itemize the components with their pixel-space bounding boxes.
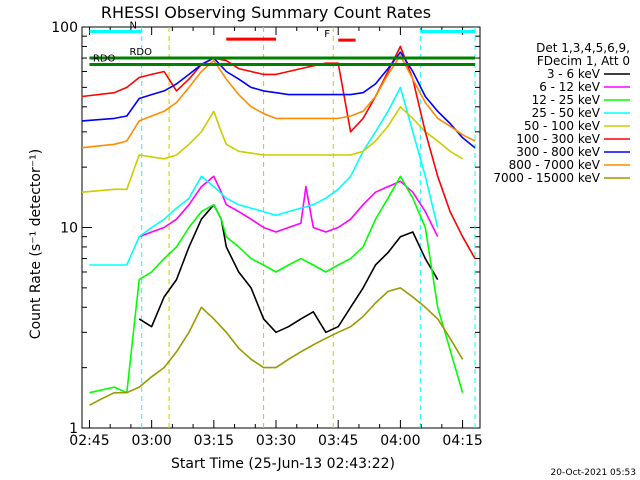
series-line <box>81 51 476 149</box>
legend-header: Det 1,3,4,5,6,9, <box>536 41 630 55</box>
legend-entry-label: 7000 - 15000 keV <box>493 171 600 185</box>
x-tick-label: 03:45 <box>318 433 358 449</box>
legend-entry-label: 6 - 12 keV <box>539 80 601 94</box>
y-tick-label: 100 <box>51 20 78 36</box>
legend-header: FDecim 1, Att 0 <box>537 54 630 68</box>
x-tick-label: 03:15 <box>194 433 234 449</box>
x-tick-label: 03:30 <box>256 433 296 449</box>
x-tick-label: 04:00 <box>380 433 420 449</box>
chart-title: RHESSI Observing Summary Count Rates <box>101 3 431 22</box>
series-line <box>89 175 464 394</box>
y-tick-label: 10 <box>60 221 78 237</box>
legend-entry-label: 50 - 100 keV <box>524 119 601 133</box>
legend-entry-label: 3 - 6 keV <box>547 67 601 81</box>
legend-entry-label: 100 - 300 keV <box>516 132 600 146</box>
series-layer <box>81 45 476 406</box>
series-line <box>89 287 464 406</box>
x-tick-label: 02:45 <box>69 433 109 449</box>
legend-entry-label: 25 - 50 keV <box>532 106 601 120</box>
series-line <box>81 106 464 193</box>
x-axis-label: Start Time (25-Jun-13 02:43:22) <box>171 456 395 472</box>
legend-entry-label: 12 - 25 keV <box>532 93 601 107</box>
series-line <box>138 203 439 334</box>
y-tick-label: 1 <box>69 421 78 437</box>
flag-label: RDO <box>129 47 152 58</box>
legend-entry-label: 800 - 7000 keV <box>509 158 601 172</box>
flag-label: RDO <box>93 54 116 65</box>
x-tick-label: 03:00 <box>131 433 171 449</box>
series-line <box>81 54 476 149</box>
y-axis-label: Count Rate (s⁻¹ detector⁻¹) <box>28 149 44 339</box>
flags-layer: N F RDO RDO <box>89 20 476 67</box>
series-line <box>138 175 439 238</box>
legend-entry-label: 300 - 800 keV <box>516 145 600 159</box>
series-line <box>89 86 439 266</box>
legend: Det 1,3,4,5,6,9,FDecim 1, Att 03 - 6 keV… <box>493 41 630 185</box>
flag-label: N <box>129 20 136 31</box>
generated-timestamp: 20-Oct-2021 05:53 <box>551 468 636 478</box>
flag-label: F <box>324 29 330 40</box>
plot-axes: 02:45 03:00 03:15 03:30 03:45 04:00 04:15 1 10 10… <box>51 20 483 449</box>
x-tick-label: 04:15 <box>442 433 482 449</box>
